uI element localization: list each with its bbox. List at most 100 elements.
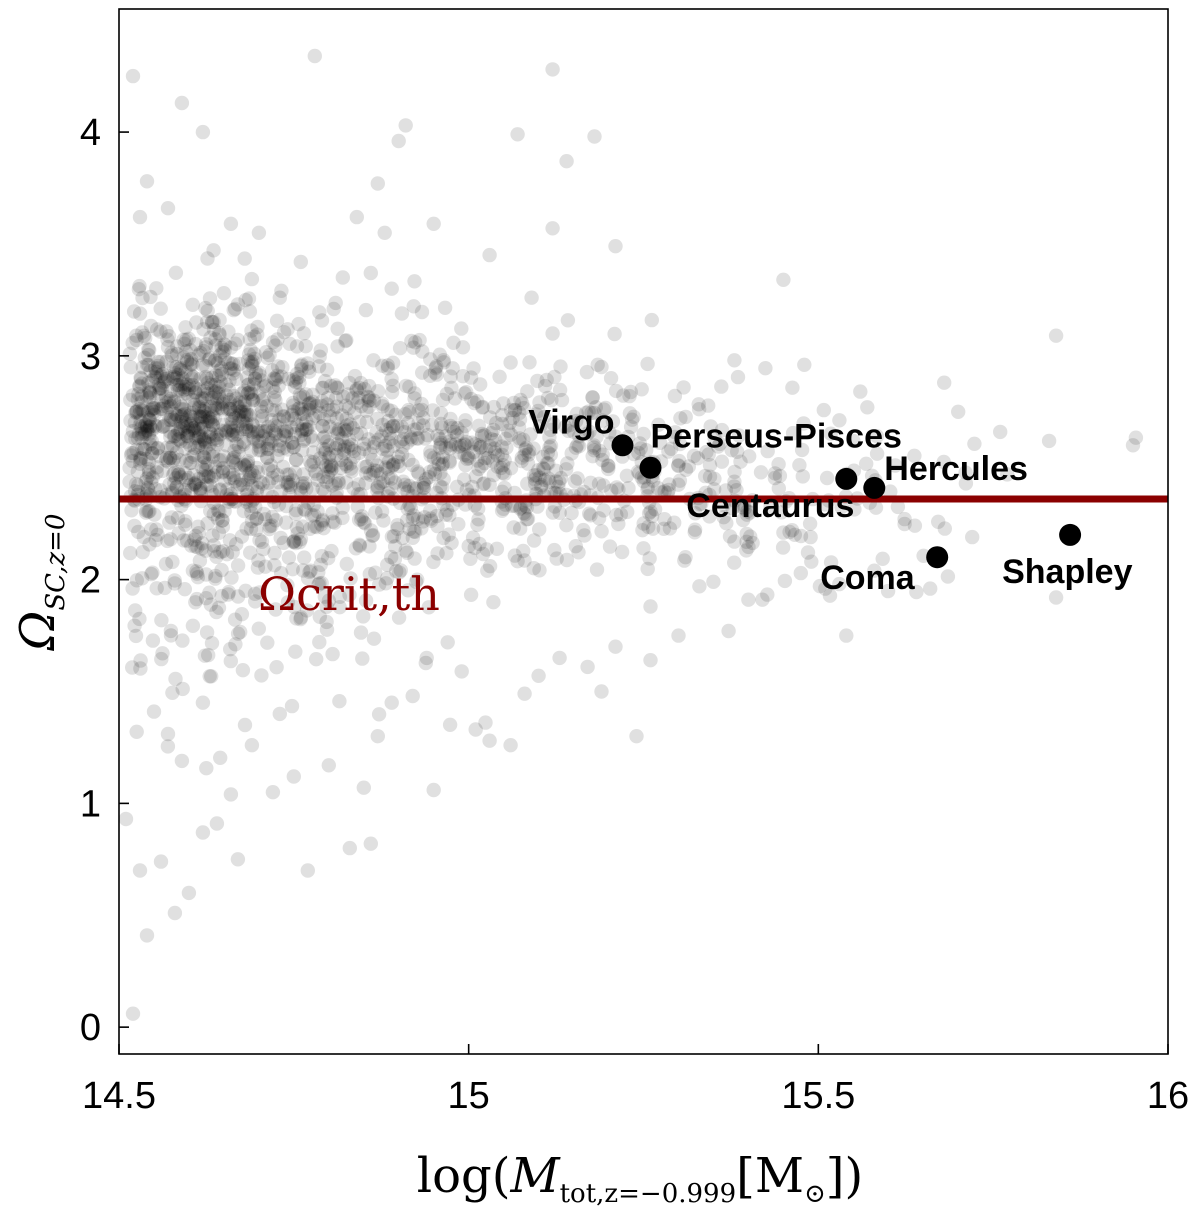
background-point [552,505,567,520]
background-point [645,521,661,536]
background-point [510,554,525,569]
background-point [317,589,332,604]
background-point [198,435,213,450]
background-point [143,289,158,305]
background-point [145,398,161,414]
background-point [304,508,319,523]
background-point [404,333,419,349]
background-point [363,265,378,281]
background-point [123,545,138,561]
background-point [442,434,458,449]
background-point [349,209,364,225]
background-point [299,414,314,429]
background-points-layer [118,48,1144,1021]
background-point [594,684,609,699]
background-point [128,603,143,618]
background-point [162,515,177,530]
background-point [365,452,380,468]
background-point [185,378,200,393]
background-point [484,426,499,441]
background-point [135,545,150,560]
background-point [176,332,191,347]
background-point [526,533,542,548]
background-point [135,360,151,375]
background-point [277,428,292,443]
background-point [271,378,286,393]
background-point [466,361,481,376]
background-point [268,602,283,617]
background-point [937,521,952,536]
background-point [156,375,171,390]
background-point [406,299,421,314]
background-point [147,361,163,376]
x-axis-label: log(Mtot,z=−0.999[M⊙]) [417,1148,864,1208]
background-point [216,394,231,409]
background-point [936,454,951,470]
background-point [145,470,160,485]
background-point [405,511,420,526]
background-point [370,384,386,399]
background-point [192,399,207,414]
background-point [142,385,157,400]
background-point [254,399,269,414]
background-point [411,466,426,481]
background-point [678,409,693,425]
background-point [1048,590,1064,605]
background-point [357,516,373,531]
background-point [335,510,350,526]
background-point [215,460,231,476]
background-point [375,399,390,414]
background-point [474,428,490,444]
background-point [543,438,559,453]
background-point [403,430,418,445]
background-point [503,402,519,418]
background-point [592,443,607,458]
background-point [222,533,238,548]
background-point [393,434,408,449]
background-point [251,225,267,240]
y-axis-label-symbol: Ω [10,611,66,652]
background-point [149,465,164,480]
background-point [517,553,532,568]
background-point [163,398,178,414]
background-point [166,438,181,453]
background-point [289,366,305,382]
background-point [496,396,511,411]
background-point [223,642,238,657]
background-point [502,415,518,431]
x-axis-label-log: log( [417,1148,511,1204]
background-point [314,313,330,328]
background-point [553,470,569,486]
background-point [183,405,199,421]
background-point [562,417,577,433]
background-point [205,449,221,464]
background-point [226,405,242,420]
background-point [296,467,311,482]
x-tick-label: 15 [448,1075,490,1117]
background-point [142,419,158,434]
background-point [235,422,250,437]
background-point [212,379,227,395]
background-point [596,402,612,417]
background-point [145,446,160,461]
background-point [226,302,241,318]
background-point [314,549,330,564]
named-point-hercules [863,476,886,499]
background-point [230,418,245,433]
background-point [440,635,455,650]
background-point [142,412,157,427]
background-point [253,443,268,458]
background-point [222,464,237,480]
background-point [206,243,221,258]
background-point [163,450,178,466]
background-point [395,439,410,454]
background-point [125,453,140,469]
background-point [251,621,266,636]
background-point [763,499,778,514]
background-point [284,698,300,714]
background-point [403,500,418,516]
background-point [426,450,442,465]
background-point [313,557,328,572]
background-point [261,431,276,446]
background-point [622,406,638,421]
